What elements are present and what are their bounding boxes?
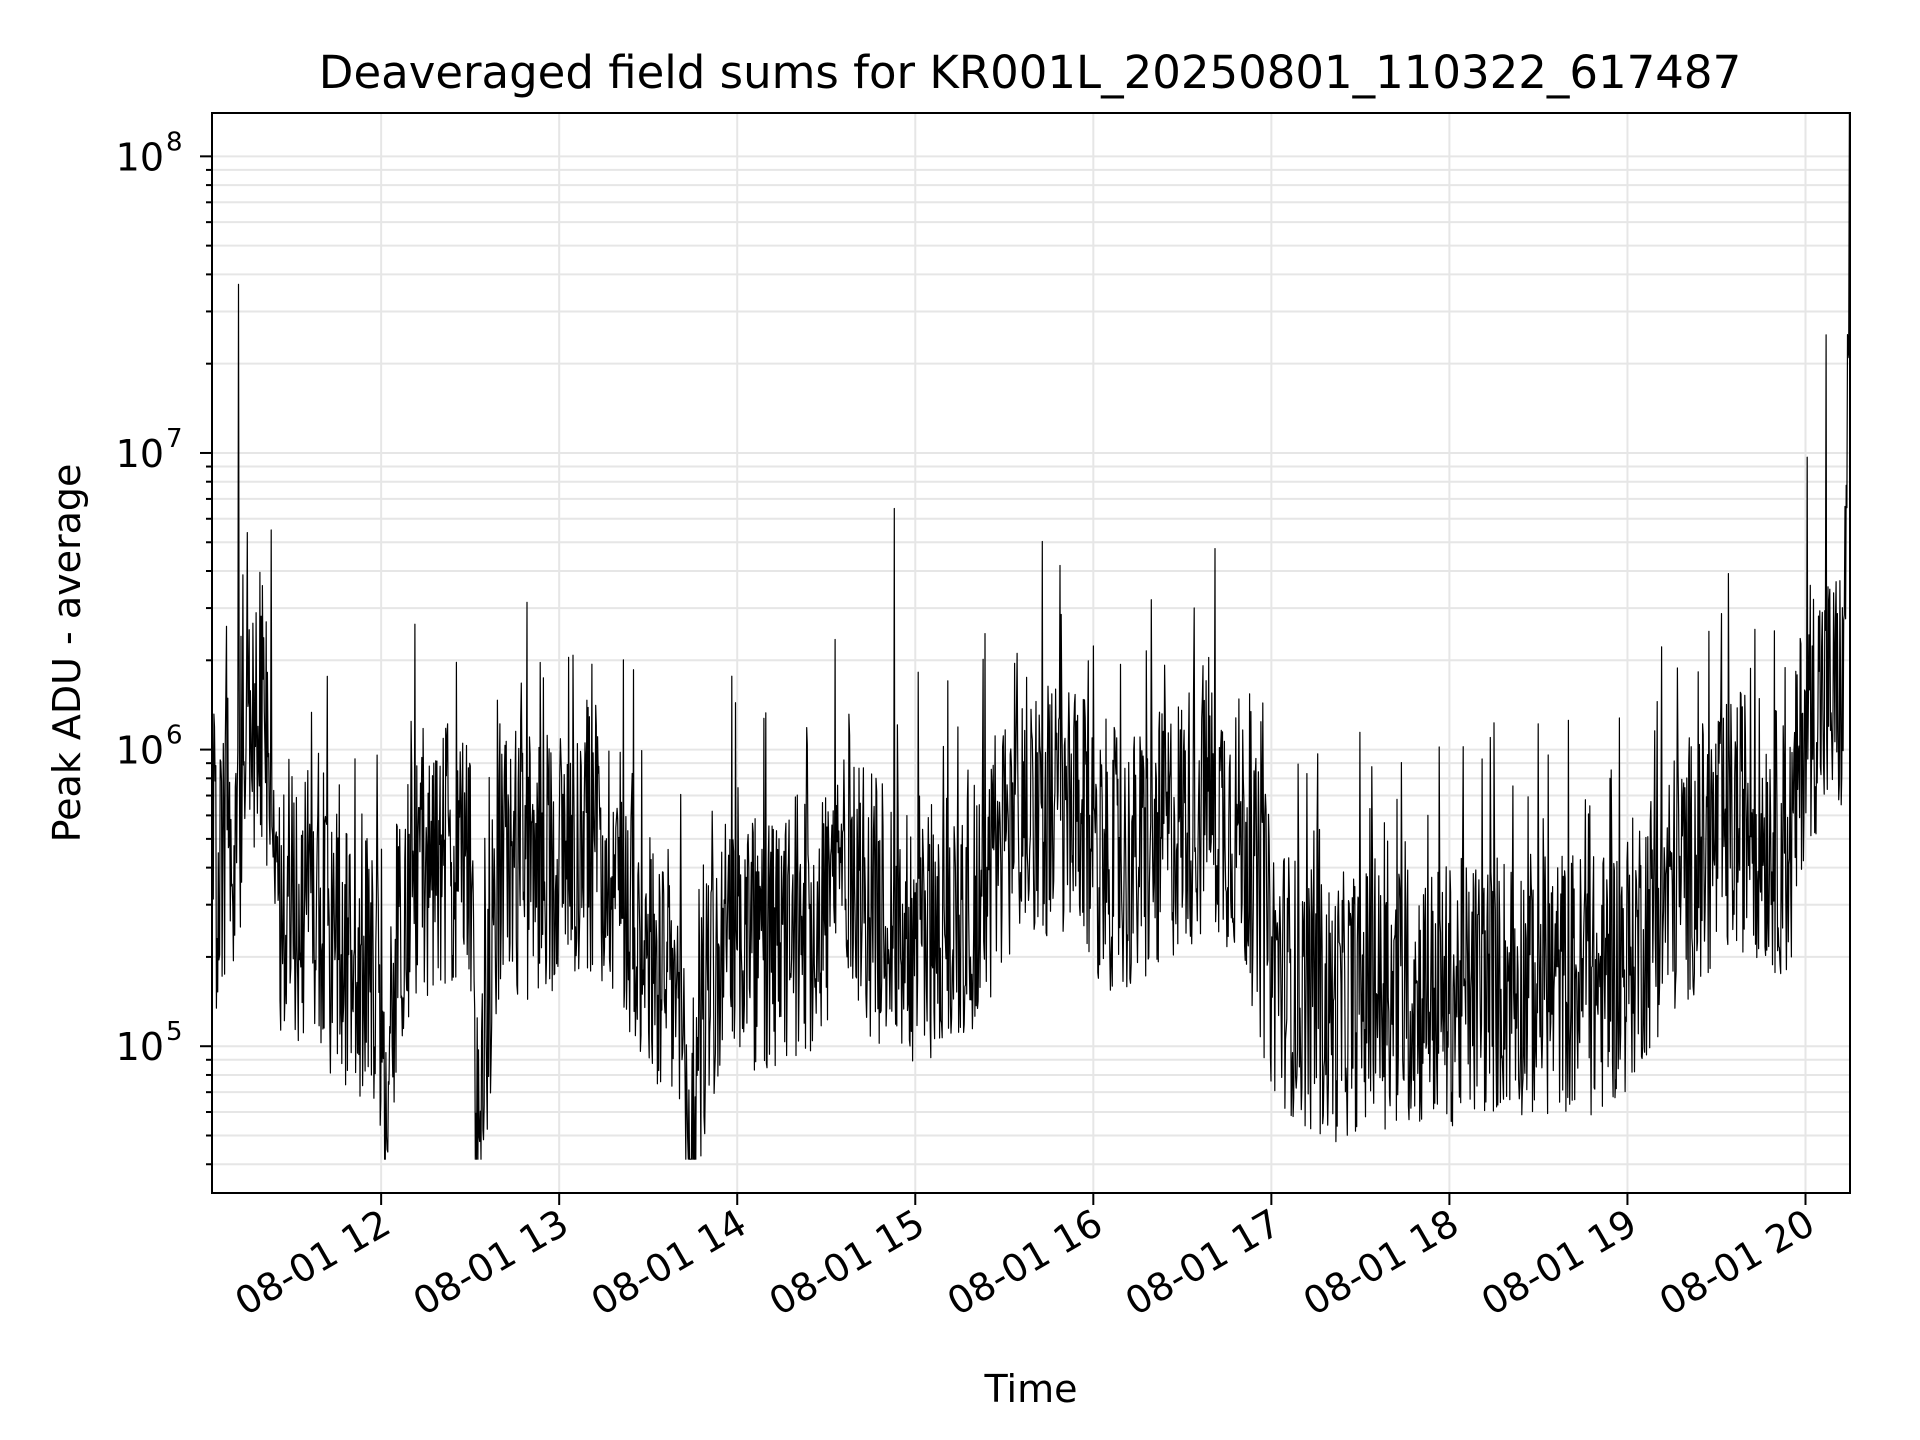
x-tick-label: 08-01 15 [762,1201,932,1325]
x-axis-label: Time [984,1367,1078,1411]
x-tick-label: 08-01 14 [584,1201,754,1325]
x-tick-label: 08-01 12 [228,1201,398,1325]
x-tick-label: 08-01 19 [1474,1201,1644,1325]
plot-frame [211,112,1851,1194]
y-tick-label-exponent: 8 [166,127,183,157]
chart-title: Deaveraged field sums for KR001L_2025080… [319,46,1741,99]
y-tick-label: 10 [116,729,164,773]
series-line [211,112,1851,1160]
series-layer [211,112,1851,1160]
grid [212,113,1850,1193]
y-tick-label-exponent: 7 [166,424,183,454]
x-axis: 08-01 12 08-01 13 08-01 14 08-01 15 08-01 16… [228,1193,1822,1324]
x-tick-label: 08-01 17 [1118,1201,1288,1325]
x-tick-label: 08-01 16 [940,1201,1110,1325]
y-tick-label: 10 [116,135,164,179]
y-tick-label-exponent: 6 [166,721,183,751]
y-tick-label: 10 [116,432,164,476]
y-axis-label: Peak ADU - average [45,464,89,843]
y-tick-label-exponent: 5 [166,1017,183,1047]
x-tick-label: 08-01 20 [1652,1201,1822,1325]
x-tick-label: 08-01 13 [406,1201,576,1325]
y-tick-label: 10 [116,1025,164,1069]
x-tick-label: 08-01 18 [1296,1201,1466,1325]
